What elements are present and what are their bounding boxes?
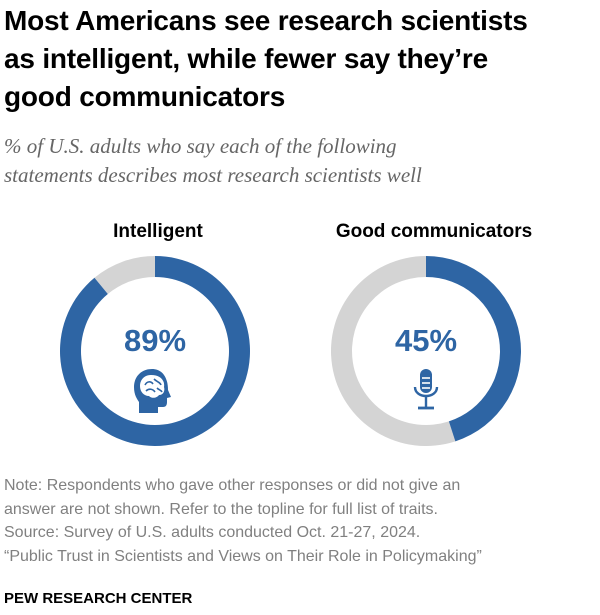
donut-charts: Intelligent Good communicators 89% 45%	[0, 215, 600, 460]
note-line-2: answer are not shown. Refer to the topli…	[4, 500, 438, 518]
subtitle-line-2: statements describes most research scien…	[4, 163, 422, 187]
donut-remainder-slice	[94, 256, 155, 294]
note-line-3: Source: Survey of U.S. adults conducted …	[4, 524, 421, 541]
donut-svg: 89% 45%	[60, 256, 521, 446]
pew-logo-text: PEW RESEARCH CENTER	[4, 590, 193, 607]
donut-value-label: 89%	[124, 323, 186, 358]
head-brain-icon	[134, 369, 171, 413]
note-line-1: Note: Respondents who gave other respons…	[4, 477, 461, 494]
title-line-3: good communicators	[4, 81, 286, 112]
donut-value-slice	[426, 256, 521, 442]
subtitle-line-1: % of U.S. adults who say each of the fol…	[4, 134, 397, 158]
donut-title-intelligent: Intelligent	[113, 221, 203, 242]
donut-0: 89%	[60, 256, 251, 446]
donut-value-label: 45%	[395, 323, 457, 358]
note-line-4: “Public Trust in Scientists and Views on…	[4, 547, 482, 565]
microphone-icon	[413, 369, 439, 410]
donut-title-communicators: Good communicators	[335, 221, 533, 242]
title-line-2: as intelligent, while fewer say they’re	[4, 43, 488, 74]
chart-notes: Note: Respondents who gave other respons…	[4, 474, 596, 568]
title-line-1: Most Americans see research scientists	[4, 5, 528, 36]
chart-subtitle: % of U.S. adults who say each of the fol…	[4, 132, 596, 190]
chart-title: Most Americans see research scientists a…	[4, 2, 596, 116]
donut-remainder-slice	[331, 256, 456, 446]
donut-1: 45%	[331, 256, 521, 446]
